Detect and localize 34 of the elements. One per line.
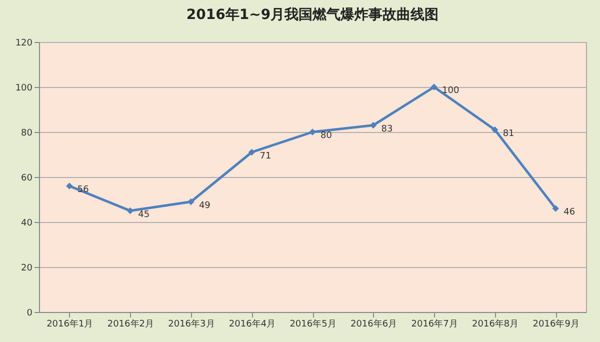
x-tick-label: 2016年4月 — [228, 318, 276, 330]
x-tick-label: 2016年3月 — [168, 318, 215, 330]
y-tick-label: 120 — [15, 38, 33, 48]
data-label: 46 — [564, 208, 576, 218]
chart-title: 2016年1~9月我国燃气爆炸事故曲线图 — [186, 7, 439, 23]
point — [370, 122, 377, 129]
x-tick-label: 2016年8月 — [472, 318, 519, 330]
data-label: 80 — [320, 131, 332, 141]
x-tick-label: 2016年6月 — [350, 318, 398, 330]
point — [248, 148, 256, 156]
point — [430, 84, 438, 90]
point — [309, 128, 316, 136]
y-tick-label: 100 — [15, 84, 33, 94]
data-label: 49 — [198, 200, 211, 211]
x-tick-label: 2016年9月 — [532, 318, 580, 330]
x-tick-label: 2016年5月 — [290, 318, 336, 330]
data-label: 100 — [442, 86, 460, 96]
x-tick-label: 2016年7月 — [411, 318, 458, 330]
point — [66, 182, 73, 190]
data-label: 81 — [502, 128, 514, 139]
point — [552, 205, 559, 212]
y-tick-label: 0 — [26, 308, 33, 318]
data-label: 71 — [260, 151, 272, 162]
y-tick-label: 40 — [21, 218, 33, 228]
y-tick-label: 80 — [21, 128, 33, 138]
data-label: 83 — [381, 124, 393, 134]
x-tick-label: 2016年2月 — [107, 318, 154, 330]
x-tick-label: 2016年1月 — [46, 318, 94, 330]
point — [491, 126, 498, 134]
point — [126, 207, 134, 214]
data-label: 45 — [138, 210, 150, 220]
point — [188, 198, 194, 206]
y-tick-label: 60 — [21, 174, 33, 184]
y-tick-label: 20 — [21, 264, 33, 274]
